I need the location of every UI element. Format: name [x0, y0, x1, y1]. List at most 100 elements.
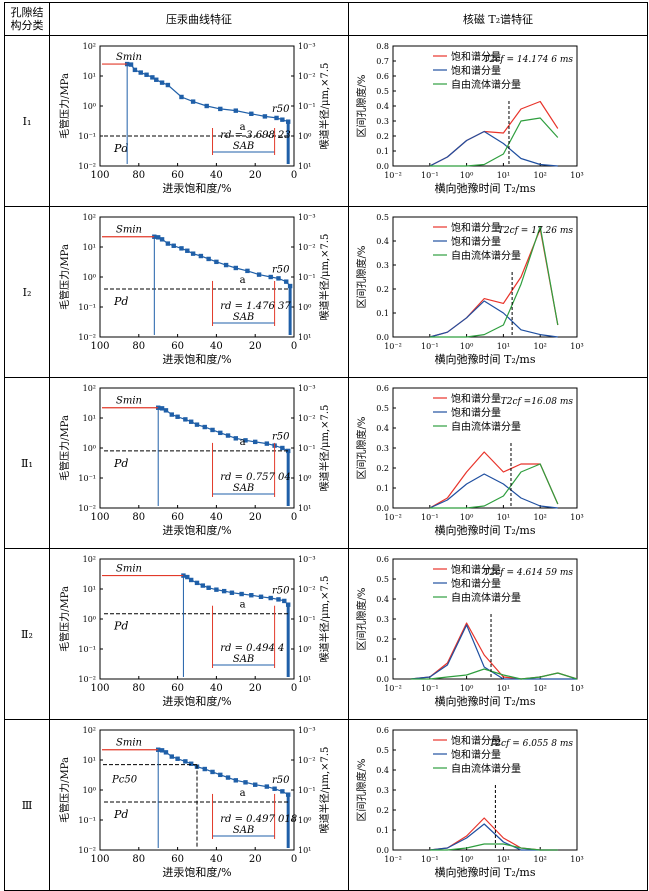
- data-point: [225, 775, 231, 780]
- data-point: [264, 441, 270, 446]
- data-point: [183, 759, 188, 764]
- classification-table: 孔隙结 构分类 压汞曲线特征 核磁 T₂谱特征 Ⅰ₁ 100 80 60 40 20 0 1…: [4, 2, 648, 891]
- y-tick-label: 0.5: [376, 404, 389, 413]
- y2-tick-label: 10⁰: [298, 303, 311, 312]
- data-point: [223, 262, 229, 268]
- y-tick-label: 0.4: [376, 766, 389, 775]
- x-tick-label: 80: [132, 512, 145, 523]
- y-tick-label: 0.1: [376, 826, 389, 835]
- data-point: [210, 427, 215, 433]
- x-tick-label: 40: [210, 512, 223, 523]
- mercury-curve: [127, 63, 289, 123]
- y-tick-label: 10⁻¹: [78, 645, 96, 654]
- x-tick-label: 10²: [534, 855, 547, 864]
- data-point: [233, 436, 238, 441]
- data-point: [233, 265, 238, 271]
- pd-label: Pd: [113, 295, 128, 308]
- x-tick-label: 60: [171, 512, 184, 523]
- data-point: [165, 241, 171, 246]
- series-saturated: [429, 451, 559, 509]
- sab-label: SAB: [233, 141, 254, 152]
- data-point: [233, 778, 238, 783]
- legend-label: 自由流体谱分量: [451, 762, 521, 775]
- data-point: [159, 237, 165, 242]
- data-point: [268, 274, 273, 280]
- y-axis-label: 毛管压力/MPa: [58, 415, 71, 481]
- y-tick-label: 10⁰: [83, 273, 96, 282]
- header-col0-line1: 孔隙结: [10, 6, 44, 19]
- legend-label: 饱和谱分量: [451, 563, 501, 576]
- x-tick-label: 0: [291, 170, 297, 181]
- series-free: [429, 843, 558, 851]
- y-tick-label: 10⁰: [83, 786, 96, 795]
- y2-tick-label: 10⁰: [298, 474, 311, 483]
- y-tick-label: 10⁰: [83, 102, 96, 111]
- data-point: [175, 756, 180, 761]
- y-tick-label: 10⁻¹: [78, 132, 96, 141]
- y2-tick-label: 10⁻²: [298, 243, 316, 252]
- data-point: [154, 77, 159, 82]
- data-point: [253, 439, 258, 445]
- data-point: [159, 748, 165, 753]
- data-point: [249, 111, 254, 116]
- r50-label: r50: [272, 775, 290, 786]
- data-point: [280, 117, 285, 122]
- data-point: [204, 103, 209, 109]
- y-tick-label: 10⁻²: [78, 504, 96, 513]
- series-saturated: [410, 622, 578, 680]
- x-tick-label: 10⁻²: [384, 171, 402, 180]
- data-point: [276, 597, 281, 602]
- y-axis-label: 区间孔隙度/%: [355, 75, 368, 138]
- x-tick-label: 60: [171, 854, 184, 865]
- y-tick-label: 0.5: [376, 87, 389, 96]
- x-tick-label: 10⁻²: [384, 513, 402, 522]
- data-point: [183, 417, 188, 422]
- data-point: [188, 761, 194, 766]
- y-tick-label: 0.3: [376, 786, 389, 795]
- series-free: [429, 226, 559, 338]
- x-tick-label: 10⁰: [460, 855, 473, 864]
- r50-label: r50: [272, 432, 290, 443]
- t2-cutoff-label: T2cf = 14.174 6 ms: [484, 55, 574, 65]
- series-centrifuged: [410, 624, 577, 680]
- nmr-chart: 10⁻² 10⁻¹ 10⁰ 10¹ 10² 10³ 0.0 0.1 0.2 0.3 0.4 0.5 0.…: [355, 384, 584, 537]
- y-tick-label: 0.5: [376, 746, 389, 755]
- legend-label: 自由流体谱分量: [451, 591, 521, 604]
- y2-tick-label: 10⁰: [298, 645, 311, 654]
- x-tick-label: 10⁻²: [384, 855, 402, 864]
- y-tick-label: 0.0: [376, 162, 389, 171]
- data-point: [188, 577, 194, 583]
- a-label: a: [240, 437, 246, 448]
- y2-tick-label: 10⁻³: [298, 42, 316, 51]
- y2-tick-label: 10⁻³: [298, 726, 316, 735]
- data-point: [282, 598, 287, 604]
- y2-tick-label: 10⁻²: [298, 585, 316, 594]
- rd-value: rd = 3.698 23: [220, 130, 290, 141]
- data-point: [253, 782, 258, 787]
- y-tick-label: 0.1: [376, 655, 389, 664]
- data-point: [243, 780, 248, 785]
- data-point: [258, 594, 264, 599]
- x-axis-label: 进汞饱和度/%: [162, 352, 231, 366]
- x-tick-label: 0: [291, 341, 297, 352]
- data-point: [280, 789, 285, 794]
- y-tick-label: 10⁻²: [78, 675, 96, 684]
- data-point: [206, 256, 211, 262]
- x-tick-label: 10⁻¹: [421, 171, 439, 180]
- y-axis-label: 毛管压力/MPa: [58, 757, 71, 823]
- data-point: [194, 422, 200, 427]
- data-point: [144, 72, 149, 77]
- y-tick-label: 0.5: [376, 213, 389, 222]
- smin-label: Smin: [116, 52, 142, 63]
- x-tick-label: 10⁻¹: [421, 855, 439, 864]
- a-label: a: [240, 788, 246, 799]
- y-axis-label: 毛管压力/MPa: [58, 73, 71, 139]
- class-label: Ⅱ₁: [4, 377, 50, 549]
- class-label: Ⅰ₁: [4, 35, 50, 207]
- y-tick-label: 0.0: [376, 504, 389, 513]
- mercury-chart: 100 80 60 40 20 0 10² 10⁻³ 10¹ 10⁻² 10⁰ 10⁻¹ 10⁻¹ 10⁰…: [58, 726, 331, 879]
- x-tick-label: 10³: [570, 855, 583, 864]
- x-tick-label: 20: [249, 512, 262, 523]
- x-axis-label: 横向弛豫时间 T₂/ms: [434, 523, 535, 537]
- data-point: [272, 786, 277, 791]
